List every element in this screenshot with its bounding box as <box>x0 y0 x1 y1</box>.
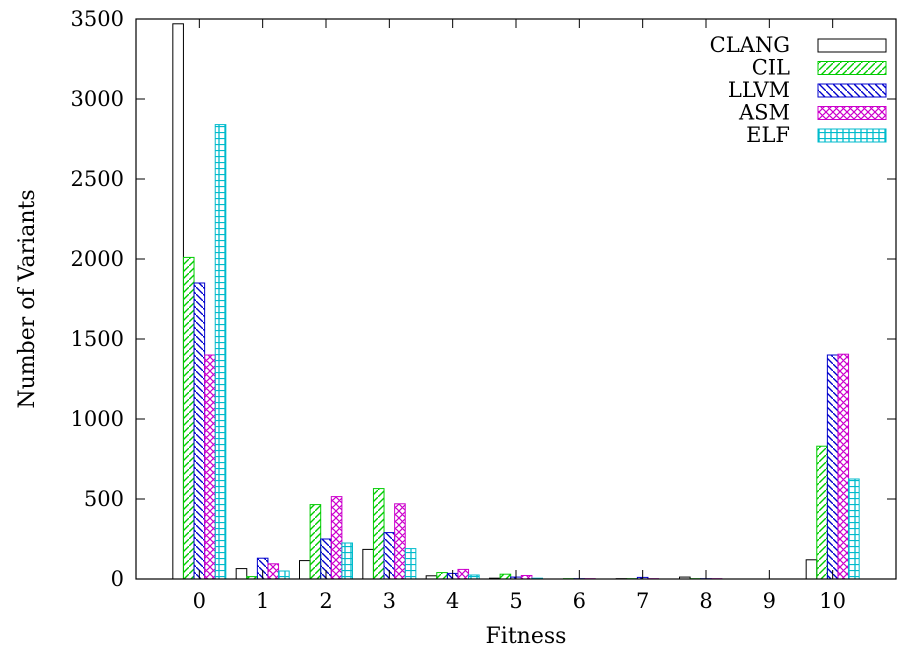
x-axis-title: Fitness <box>486 624 567 649</box>
bar-elf-10 <box>848 478 860 580</box>
y-tick-label: 0 <box>111 567 124 591</box>
bar-asm-1 <box>267 563 280 580</box>
legend-label: ASM <box>738 101 790 125</box>
bar-clang-3 <box>362 548 374 580</box>
legend-label: ELF <box>746 123 790 147</box>
bar-asm-10 <box>837 353 850 580</box>
x-tick-label: 3 <box>383 589 396 613</box>
legend-swatch <box>817 106 887 120</box>
y-tick-label: 1500 <box>71 327 124 351</box>
bar-clang-10 <box>805 559 818 580</box>
x-tick-label: 0 <box>193 589 206 613</box>
bar-cil-2 <box>309 504 322 580</box>
x-tick-label: 8 <box>699 589 712 613</box>
y-tick-label: 2000 <box>71 247 124 271</box>
bar-cil-0 <box>182 256 195 580</box>
legend-label: LLVM <box>728 78 790 102</box>
y-tick-label: 3000 <box>71 87 124 111</box>
x-tick-label: 7 <box>636 589 649 613</box>
y-tick-label: 1000 <box>71 407 124 431</box>
bar-asm-0 <box>204 354 216 580</box>
bar-elf-0 <box>214 124 227 580</box>
bar-elf-1 <box>278 570 290 580</box>
legend-swatch <box>817 83 887 98</box>
bar-llvm-0 <box>193 282 206 580</box>
bar-cil-5 <box>499 573 512 580</box>
y-axis-title: Number of Variants <box>15 189 40 408</box>
x-axis: 0 1 2 3 4 5 6 7 8 9 10 <box>193 19 846 613</box>
bar-clang-1 <box>235 568 248 580</box>
x-tick-label: 10 <box>819 589 846 613</box>
bar-clang-0 <box>172 23 184 580</box>
bar-asm-4 <box>457 568 470 580</box>
y-tick-label: 500 <box>84 487 124 511</box>
bar-asm-2 <box>330 496 343 580</box>
x-tick-label: 2 <box>319 589 332 613</box>
x-tick-label: 4 <box>446 589 459 613</box>
x-tick-label: 5 <box>509 589 522 613</box>
y-tick-label: 3500 <box>71 7 124 31</box>
x-tick-label: 1 <box>256 589 269 613</box>
legend-label: CIL <box>752 56 790 80</box>
bar-cil-4 <box>436 572 448 580</box>
legend-swatch <box>817 38 887 53</box>
bars-group <box>172 23 860 580</box>
bar-cil-3 <box>372 488 385 580</box>
bar-asm-3 <box>394 503 406 580</box>
y-tick-label: 2500 <box>71 167 124 191</box>
x-tick-label: 9 <box>763 589 776 613</box>
legend-label: CLANG <box>710 33 790 57</box>
x-tick-label: 6 <box>573 589 586 613</box>
legend-swatch <box>817 128 887 143</box>
bar-elf-3 <box>404 548 417 580</box>
y-axis: 0 500 1000 1500 2000 2500 3000 3500 <box>71 7 896 591</box>
bar-clang-2 <box>299 560 311 580</box>
bar-llvm-10 <box>826 354 839 580</box>
bar-cil-10 <box>816 445 828 580</box>
legend-swatch <box>817 61 887 75</box>
bar-elf-2 <box>341 542 353 580</box>
